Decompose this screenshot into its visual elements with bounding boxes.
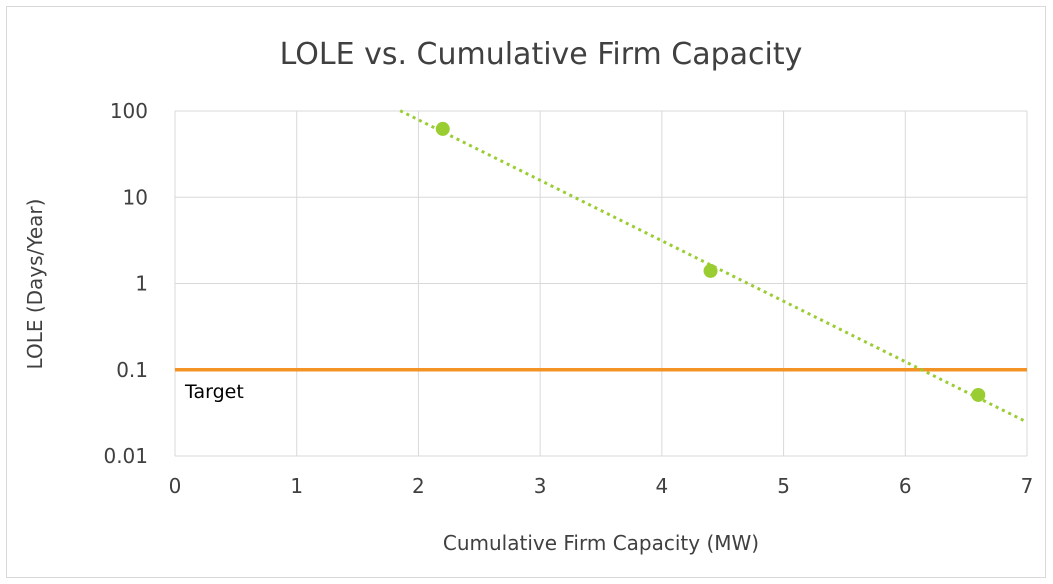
target-line-group: Target <box>175 370 1027 403</box>
chart-title: LOLE vs. Cumulative Firm Capacity <box>280 37 803 72</box>
gridlines <box>175 111 1027 456</box>
x-tick-label: 0 <box>169 474 182 498</box>
x-tick-label: 7 <box>1021 474 1034 498</box>
x-tick-label: 2 <box>412 474 425 498</box>
y-tick-label: 10 <box>123 185 148 209</box>
y-tick-label: 1 <box>135 272 148 296</box>
x-tick-label: 3 <box>534 474 547 498</box>
target-label: Target <box>184 381 244 403</box>
y-tick-labels: 0.01 0.1 1 10 100 <box>103 99 148 468</box>
y-tick-label: 100 <box>110 99 148 123</box>
x-tick-label: 6 <box>899 474 912 498</box>
x-axis-title: Cumulative Firm Capacity (MW) <box>443 531 759 555</box>
y-axis-title: LOLE (Days/Year) <box>23 199 47 370</box>
data-point <box>436 122 450 136</box>
data-point <box>704 264 718 278</box>
data-point <box>971 388 985 402</box>
x-tick-label: 5 <box>777 474 790 498</box>
y-tick-label: 0.01 <box>103 444 148 468</box>
x-tick-label: 1 <box>290 474 303 498</box>
x-tick-labels: 0 1 2 3 4 5 6 7 <box>169 474 1034 498</box>
y-tick-label: 0.1 <box>116 358 148 382</box>
x-tick-label: 4 <box>655 474 668 498</box>
